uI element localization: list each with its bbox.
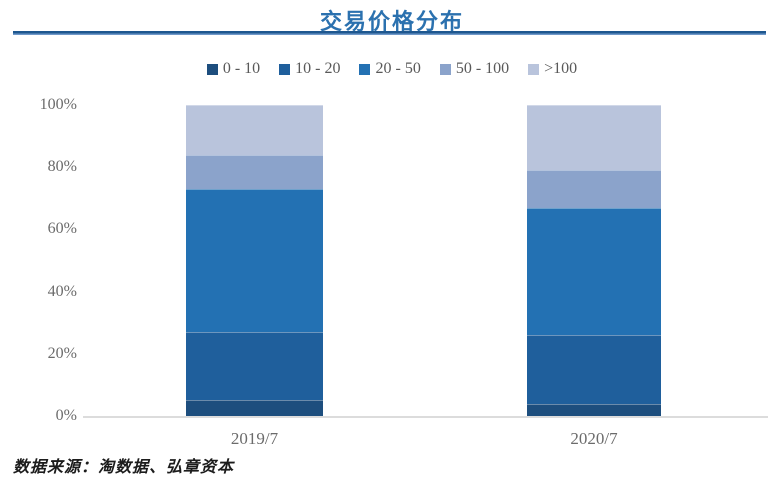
legend-item: 10 - 20 [279, 60, 340, 78]
legend-swatch-icon [279, 63, 291, 75]
source-note: 数据来源：淘数据、弘章资本 [13, 459, 235, 476]
bar-segment-20-50 [527, 207, 661, 336]
stacked-bar-2020-7 [527, 105, 661, 416]
bar-segment-50-100 [186, 154, 323, 189]
bar-segment->100 [186, 105, 323, 155]
bar-segment-10-20 [527, 335, 661, 404]
bar-segment->100 [527, 105, 661, 171]
bar-segment-0-10 [186, 400, 323, 416]
legend-item: 50 - 100 [439, 60, 510, 78]
legend: 0 - 10 10 - 20 20 - 50 50 - 100 >100 [0, 60, 784, 78]
title-underline [13, 31, 766, 35]
legend-item: >100 [528, 60, 577, 78]
legend-swatch-icon [206, 63, 218, 75]
legend-item: 20 - 50 [359, 60, 421, 78]
y-axis-tick-label: 40% [47, 282, 77, 300]
y-axis-tick-label: 100% [39, 96, 77, 113]
legend-swatch-icon [359, 63, 371, 75]
legend-swatch-icon [528, 63, 540, 75]
legend-label: 0 - 10 [222, 60, 261, 77]
x-axis-line [83, 416, 768, 418]
bar-segment-20-50 [186, 189, 323, 333]
legend-label: 10 - 20 [295, 60, 341, 77]
bar-segment-0-10 [527, 403, 661, 416]
stacked-bar-2019-7 [186, 105, 323, 416]
y-axis-tick-label: 80% [47, 158, 77, 176]
chart-title: 交易价格分布 [319, 9, 464, 34]
bar-segment-50-100 [527, 170, 661, 208]
y-axis-tick-label: 20% [47, 344, 77, 362]
legend-label: >100 [544, 60, 578, 77]
legend-label: 20 - 50 [375, 60, 421, 77]
x-axis-category-label: 2020/7 [570, 429, 618, 448]
y-axis-tick-label: 60% [47, 220, 77, 238]
bar-segment-10-20 [186, 332, 323, 401]
y-axis-tick-label: 0% [55, 407, 77, 424]
legend-item: 0 - 10 [206, 60, 261, 78]
legend-swatch-icon [439, 63, 451, 75]
legend-label: 50 - 100 [455, 60, 510, 77]
x-axis-category-label: 2019/7 [230, 429, 279, 448]
